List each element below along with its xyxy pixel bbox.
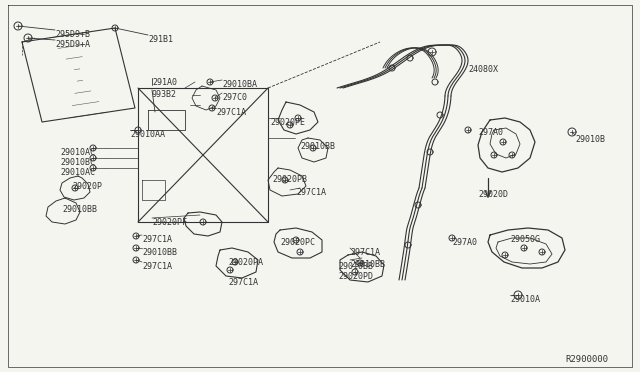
Text: 29010AC: 29010AC bbox=[60, 168, 95, 177]
Text: 297C1A: 297C1A bbox=[296, 188, 326, 197]
Text: 29020P: 29020P bbox=[72, 182, 102, 191]
Text: 291B1: 291B1 bbox=[148, 35, 173, 44]
Text: 29020PB: 29020PB bbox=[272, 175, 307, 184]
Text: 29010BB: 29010BB bbox=[300, 142, 335, 151]
Text: 29020PC: 29020PC bbox=[280, 238, 315, 247]
Text: 297C1A: 297C1A bbox=[350, 248, 380, 257]
Text: 295D9+B: 295D9+B bbox=[55, 30, 90, 39]
Text: 29020D: 29020D bbox=[478, 190, 508, 199]
Text: 29010BB: 29010BB bbox=[350, 260, 385, 269]
Text: 29010AC: 29010AC bbox=[60, 148, 95, 157]
Text: 29010BB: 29010BB bbox=[338, 262, 373, 271]
Text: 29010BB: 29010BB bbox=[142, 248, 177, 257]
Text: 29020PF: 29020PF bbox=[152, 218, 187, 227]
Text: 297C1A: 297C1A bbox=[216, 108, 246, 117]
Text: 297C1A: 297C1A bbox=[142, 262, 172, 271]
Text: 297C1A: 297C1A bbox=[228, 278, 258, 287]
Text: 297C0: 297C0 bbox=[222, 93, 247, 102]
Text: 29010A: 29010A bbox=[510, 295, 540, 304]
Text: 29010BC: 29010BC bbox=[60, 158, 95, 167]
Text: 297C1A: 297C1A bbox=[142, 235, 172, 244]
Text: 29020PD: 29020PD bbox=[338, 272, 373, 281]
Text: 29050G: 29050G bbox=[510, 235, 540, 244]
Text: 29010BB: 29010BB bbox=[62, 205, 97, 214]
Text: 24080X: 24080X bbox=[468, 65, 498, 74]
Text: 29010AA: 29010AA bbox=[130, 130, 165, 139]
Text: 297A0: 297A0 bbox=[478, 128, 503, 137]
Text: 29020PE: 29020PE bbox=[270, 118, 305, 127]
Text: R2900000: R2900000 bbox=[565, 355, 608, 364]
Text: 993B2: 993B2 bbox=[152, 90, 177, 99]
Text: 291A0: 291A0 bbox=[152, 78, 177, 87]
Text: 29010BA: 29010BA bbox=[222, 80, 257, 89]
Text: 29020PA: 29020PA bbox=[228, 258, 263, 267]
Text: 295D9+A: 295D9+A bbox=[55, 40, 90, 49]
Text: 29010B: 29010B bbox=[575, 135, 605, 144]
Text: 297A0: 297A0 bbox=[452, 238, 477, 247]
